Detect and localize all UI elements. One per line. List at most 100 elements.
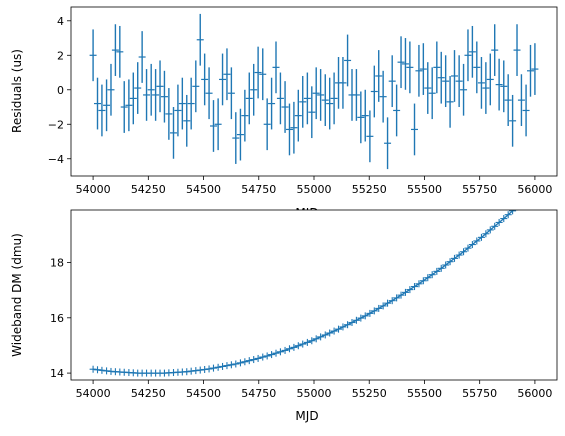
residual-point <box>89 29 97 82</box>
dm-y-axis-label: Wideband DM (dmu) <box>10 233 24 357</box>
residual-point <box>134 62 142 114</box>
dm-point <box>428 271 436 279</box>
residual-point <box>352 69 360 121</box>
residual-point <box>174 84 182 137</box>
residual-point <box>344 34 352 87</box>
dm-point <box>227 361 235 369</box>
x-tick-label: 54250 <box>131 387 166 400</box>
dm-point <box>433 267 441 275</box>
residual-point <box>393 84 401 137</box>
residual-point <box>477 57 485 109</box>
residual-point <box>98 84 106 137</box>
dm-point <box>268 351 276 359</box>
residual-point <box>152 69 160 121</box>
dm-point <box>384 299 392 307</box>
residual-point <box>522 84 530 137</box>
residual-point <box>299 75 307 128</box>
x-tick-label: 55000 <box>297 183 332 196</box>
residual-point <box>192 60 200 113</box>
residual-point <box>437 51 445 104</box>
dm-point <box>281 346 289 354</box>
dm-point <box>94 366 102 374</box>
dm-point <box>98 366 106 374</box>
dm-point <box>259 353 267 361</box>
dm-point <box>388 297 396 305</box>
dm-point <box>375 304 383 312</box>
residual-point <box>388 55 396 108</box>
dm-point <box>339 323 347 331</box>
residual-point <box>375 50 383 102</box>
dm-point <box>406 286 414 294</box>
residual-point <box>361 89 369 142</box>
dm-point <box>245 357 253 365</box>
x-tick-label: 55750 <box>462 387 497 400</box>
residual-point <box>406 41 414 94</box>
dm-point <box>263 352 271 360</box>
dm-point <box>192 367 200 375</box>
dm-point <box>455 251 463 259</box>
residual-point <box>259 48 267 101</box>
residual-point <box>495 58 503 111</box>
residual-point <box>205 67 213 120</box>
dm-point <box>491 222 499 230</box>
residual-point <box>517 74 525 126</box>
residual-point <box>285 103 293 156</box>
residual-point <box>486 53 494 106</box>
residual-point <box>129 72 137 125</box>
dm-point <box>442 261 450 269</box>
residual-point <box>236 108 244 161</box>
residual-point <box>317 69 325 121</box>
residual-point <box>446 75 454 128</box>
dm-point <box>361 312 369 320</box>
residual-point <box>321 74 329 126</box>
dm-point <box>411 283 419 291</box>
dm-point <box>187 367 195 375</box>
residual-point <box>276 72 284 125</box>
wideband-dm-panel: 54000 54250 54500 54750 55000 55250 55500 55750… <box>10 209 558 423</box>
residual-point <box>339 57 347 109</box>
dm-point <box>89 365 97 373</box>
x-tick-label: 54250 <box>131 183 166 196</box>
dm-point <box>205 365 213 373</box>
residual-point <box>450 50 458 102</box>
residual-point <box>223 48 231 101</box>
dm-point <box>326 329 334 337</box>
residuals-x-ticks: 54000 54250 54500 54750 55000 55250 55500 55750… <box>76 176 552 196</box>
dm-point <box>344 321 352 329</box>
x-tick-label: 54750 <box>241 183 276 196</box>
residual-point <box>120 81 128 133</box>
residual-point <box>263 98 271 151</box>
dm-point <box>254 354 262 362</box>
residual-point <box>509 94 517 147</box>
dm-point <box>321 331 329 339</box>
dm-point <box>209 364 217 372</box>
residual-point <box>227 67 235 120</box>
dm-point <box>464 244 472 252</box>
residual-point <box>326 77 334 130</box>
dm-point <box>370 307 378 315</box>
residual-point <box>147 63 155 116</box>
x-tick-label: 55500 <box>407 183 442 196</box>
x-tick-label: 56000 <box>517 387 552 400</box>
residual-point <box>357 91 365 144</box>
residual-point <box>250 63 258 116</box>
residual-point <box>103 79 111 132</box>
residual-point <box>187 77 195 130</box>
dm-point <box>241 358 249 366</box>
residuals-y-ticks: −4 −2 0 2 4 <box>48 15 71 166</box>
x-tick-label: 55250 <box>352 387 387 400</box>
y-tick-label: 4 <box>57 15 64 28</box>
residual-point <box>201 53 209 106</box>
residual-point <box>424 62 432 114</box>
dm-point <box>504 211 512 219</box>
residual-point <box>455 55 463 108</box>
residual-point <box>473 41 481 94</box>
residual-point <box>290 101 298 154</box>
residual-point <box>411 103 419 156</box>
residual-point <box>196 13 204 66</box>
dm-point <box>312 335 320 343</box>
residual-point <box>178 77 186 130</box>
residual-point <box>245 72 253 125</box>
residual-point <box>143 69 151 121</box>
residual-point <box>160 70 168 123</box>
